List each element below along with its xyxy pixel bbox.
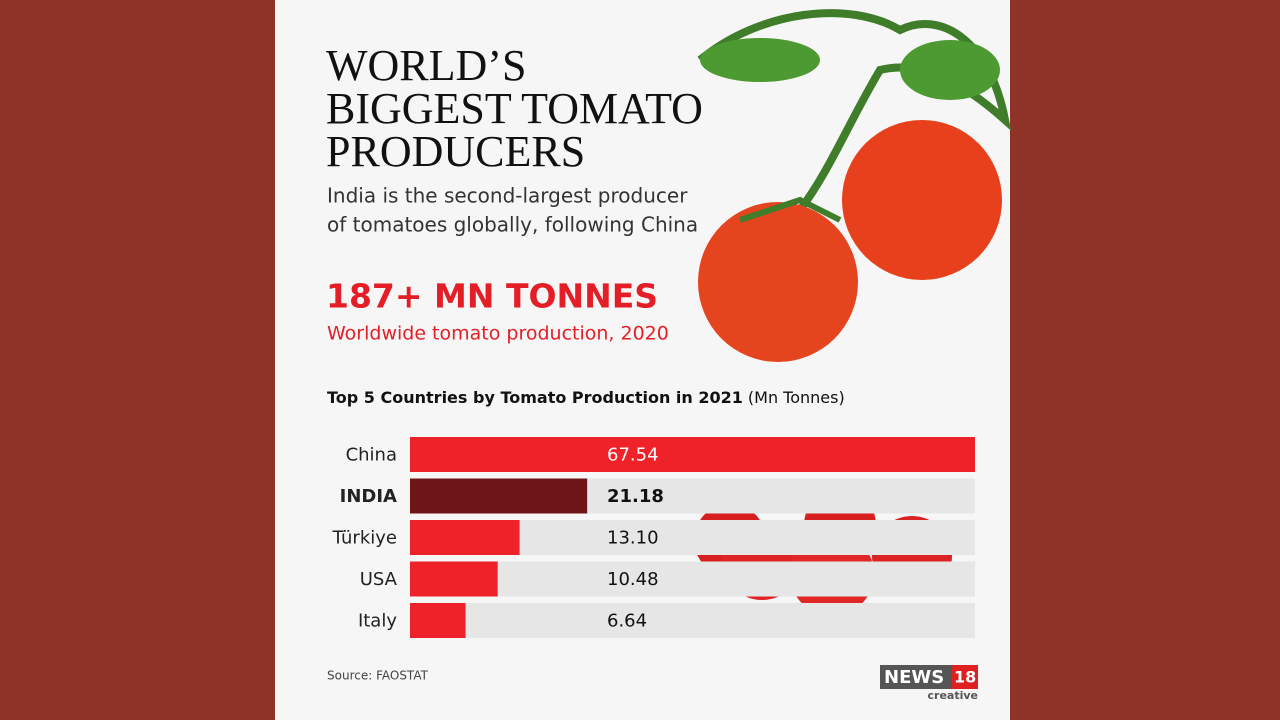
bar [410, 437, 975, 472]
bar [410, 603, 466, 638]
logo-number: 18 [954, 668, 976, 687]
row-background [410, 603, 975, 638]
chart-title: Top 5 Countries by Tomato Production in … [327, 388, 845, 407]
highlight-caption: Worldwide tomato production, 2020 [327, 323, 669, 345]
tomato-illustration [697, 9, 1012, 362]
subtitle-line: of tomatoes globally, following China [327, 213, 698, 237]
bar [410, 561, 498, 597]
value-label: 6.64 [607, 611, 647, 632]
row-background [410, 561, 975, 597]
panel [275, 0, 1010, 720]
category-label: INDIA [340, 486, 397, 507]
value-label: 67.54 [607, 445, 659, 466]
chart-title-main: Top 5 Countries by Tomato Production in … [327, 388, 743, 407]
title-line: WORLD’S [326, 41, 526, 90]
title-line: BIGGEST TOMATO [326, 84, 703, 133]
category-label: China [346, 445, 397, 466]
value-label: 13.10 [607, 528, 659, 549]
chart: Top 5 Countries by Tomato Production in … [327, 388, 975, 638]
source: Source: FAOSTAT [327, 669, 429, 683]
category-label: Türkiye [332, 528, 398, 549]
category-label: Italy [358, 611, 397, 632]
logo-box [880, 665, 952, 689]
bar [410, 520, 520, 555]
chart-unit: (Mn Tonnes) [748, 388, 845, 407]
logo-box-red [952, 665, 978, 689]
bar [410, 478, 588, 514]
subtitle-line: India is the second-largest producer [327, 184, 688, 208]
value-label: 10.48 [607, 569, 659, 590]
logo-word: NEWS [884, 667, 944, 688]
title-line: PRODUCERS [326, 127, 585, 176]
highlight: 187+ MN TONNES [326, 277, 658, 316]
logo-sub: creative [928, 689, 979, 702]
category-label: USA [360, 569, 398, 590]
value-label: 21.18 [607, 486, 664, 507]
